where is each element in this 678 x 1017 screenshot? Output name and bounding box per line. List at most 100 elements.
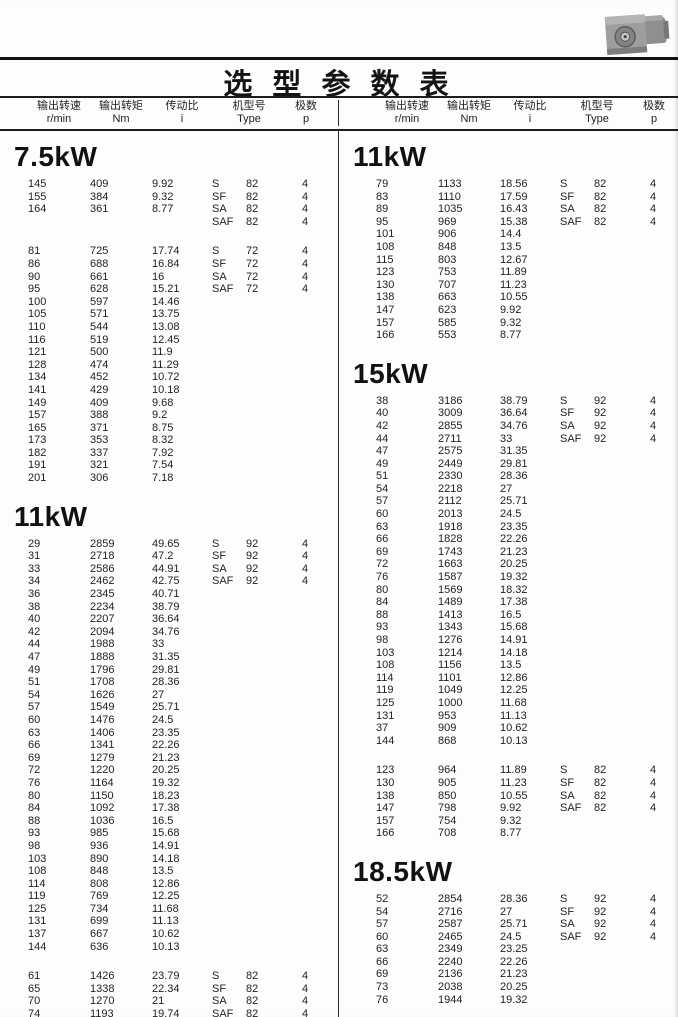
cell-poles [634,994,674,1007]
table-row: 44 2711 33 SAF 92 4 [339,433,678,446]
cell-torque: 1406 [90,726,115,739]
cell-poles: 4 [302,550,309,563]
cell-speed: 80 [28,789,41,802]
cell-ratio: 10.62 [152,928,180,941]
cell-ratio: 14.46 [152,295,180,308]
cell-torque: 409 [90,178,109,190]
cell-torque: 936 [90,839,109,852]
table-row: 105 571 13.75 [0,308,338,321]
table-row: 131 953 11.13 [339,710,678,723]
cell-speed: 76 [376,993,389,1006]
cell-torque: 371 [90,421,109,434]
table-row: 76 1587 19.32 [339,571,678,584]
cell-type-prefix [212,346,246,359]
cell-ratio: 11.23 [500,278,527,291]
cell-poles: 4 [650,190,657,203]
cell-type-size [594,943,634,956]
cell-type-prefix [560,254,594,267]
cell-poles [286,777,326,790]
cell-ratio: 12.86 [500,671,528,684]
cell-type-size: 82 [594,203,607,216]
cell-type-prefix: SF [212,190,227,203]
cell-ratio: 9.2 [152,409,168,422]
cell-type-prefix [560,329,594,342]
cell-type-prefix: SA [560,419,575,432]
cell-type-prefix [560,445,594,458]
cell-poles [634,659,674,672]
cell-torque: 1708 [90,676,115,689]
cell-torque: 953 [438,709,457,722]
cell-ratio: 12.25 [500,684,528,697]
cell-type-size [246,903,286,916]
table-row: 125 734 11.68 [0,903,338,916]
cell-type-size [246,727,286,740]
table-row: 134 452 10.72 [0,371,338,384]
cell-ratio: 15.68 [500,621,528,634]
cell-type-size: 82 [594,178,607,190]
cell-ratio: 21.23 [152,751,180,764]
table-row: 63 1918 23.35 [339,521,678,534]
cell-type-size [594,735,634,748]
cell-poles [286,840,326,853]
cell-ratio: 12.45 [152,333,180,346]
table-column-right: 11kW 79 1133 18.56 S 82 4 83 1110 17.59 SF 82 4 89 103… [338,131,678,1017]
table-row: 72 1663 20.25 [339,558,678,571]
cell-ratio: 19.32 [152,776,180,789]
cell-poles [286,459,326,472]
cell-type-prefix [560,994,594,1007]
cell-torque: 848 [90,865,109,878]
col-header-ratio-unit: i [528,113,532,125]
cell-type-prefix [212,664,246,677]
cell-torque: 1338 [90,982,115,995]
cell-poles: 4 [650,789,657,802]
cell-ratio: 33 [152,638,165,651]
cell-speed: 36 [28,588,41,601]
cell-type-size [246,815,286,828]
cell-speed: 145 [28,178,47,190]
table-row: 93 985 15.68 [0,827,338,840]
table-row: 54 2218 27 [339,483,678,496]
cell-torque: 661 [90,270,109,283]
cell-torque: 909 [438,722,457,735]
cell-poles [286,689,326,702]
cell-type-prefix: SAF [560,930,582,943]
table-row: 60 1476 24.5 [0,714,338,727]
cell-type-size [246,588,286,601]
cell-poles [634,291,674,304]
cell-torque: 2449 [438,457,463,470]
cell-torque: 850 [438,789,457,802]
cell-type-size: 92 [594,407,607,420]
cell-ratio: 13.75 [152,308,180,321]
table-row: 155 384 9.32 SF 82 4 [0,191,338,204]
cell-type-size [246,409,286,422]
cell-speed: 63 [376,943,389,956]
cell-poles [286,651,326,664]
cell-poles [286,928,326,941]
cell-poles: 4 [302,215,309,228]
cell-type-prefix [212,588,246,601]
cell-speed: 125 [376,696,395,709]
cell-ratio: 11.89 [500,266,527,279]
cell-poles [634,815,674,828]
cell-type-prefix: S [212,245,220,258]
cell-ratio: 8.75 [152,421,174,434]
cell-poles [286,472,326,485]
cell-torque: 2462 [90,575,115,588]
cell-type-size [594,659,634,672]
cell-torque: 597 [90,295,109,308]
table-row: 157 388 9.2 [0,409,338,422]
cell-poles [634,571,674,584]
cell-type-size: 92 [594,905,607,918]
col-header-poles-cn: 极数 [643,100,665,112]
cell-ratio: 36.64 [500,407,528,420]
table-row: 138 663 10.55 [339,291,678,304]
cell-ratio: 24.5 [500,930,522,943]
cell-ratio: 13.5 [500,659,522,672]
table-row: 138 850 10.55 SA 82 4 [339,790,678,803]
cell-type-prefix: SF [560,905,575,918]
cell-type-prefix: SF [560,190,575,203]
table-row: 80 1569 18.32 [339,584,678,597]
cell-type-size [246,853,286,866]
cell-poles [286,752,326,765]
cell-type-prefix [560,241,594,254]
